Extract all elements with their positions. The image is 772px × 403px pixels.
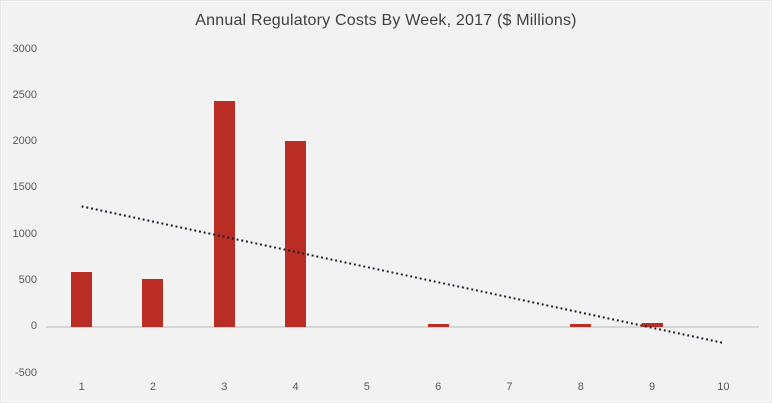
bar-week-4 xyxy=(285,140,307,327)
bar-week-1 xyxy=(71,272,93,327)
y-axis-tick-label: 0 xyxy=(30,320,37,333)
chart-title: Annual Regulatory Costs By Week, 2017 ($… xyxy=(195,12,577,29)
bar-week-2 xyxy=(142,278,164,327)
x-axis-tick-label: 4 xyxy=(292,381,299,393)
x-axis-tick-label: 5 xyxy=(363,381,370,393)
y-axis-tick-label: 3000 xyxy=(12,42,37,55)
x-axis-tick-label: 3 xyxy=(221,381,228,393)
bar-week-3 xyxy=(213,100,235,327)
bar-week-6 xyxy=(427,324,449,327)
x-axis-tick-label: 1 xyxy=(78,381,85,393)
x-axis-tick-label: 9 xyxy=(648,381,656,393)
x-axis-tick-label: 10 xyxy=(717,381,730,393)
y-axis-tick-label: -500 xyxy=(14,366,37,379)
x-axis-tick-label: 7 xyxy=(506,381,513,393)
trendline-path xyxy=(81,205,724,344)
y-axis-tick-label: 1500 xyxy=(12,181,37,194)
y-axis-tick-label: 1000 xyxy=(12,227,37,240)
bar-week-8 xyxy=(570,324,592,327)
y-axis-tick-label: 500 xyxy=(18,273,37,286)
y-axis-tick-label: 2500 xyxy=(12,88,37,101)
x-axis-tick-label: 8 xyxy=(577,381,584,393)
y-axis-tick-label: 2000 xyxy=(12,135,37,148)
bar-week-9 xyxy=(641,323,663,327)
x-axis-tick-label: 6 xyxy=(435,381,442,393)
x-axis-tick-label: 2 xyxy=(149,381,156,393)
